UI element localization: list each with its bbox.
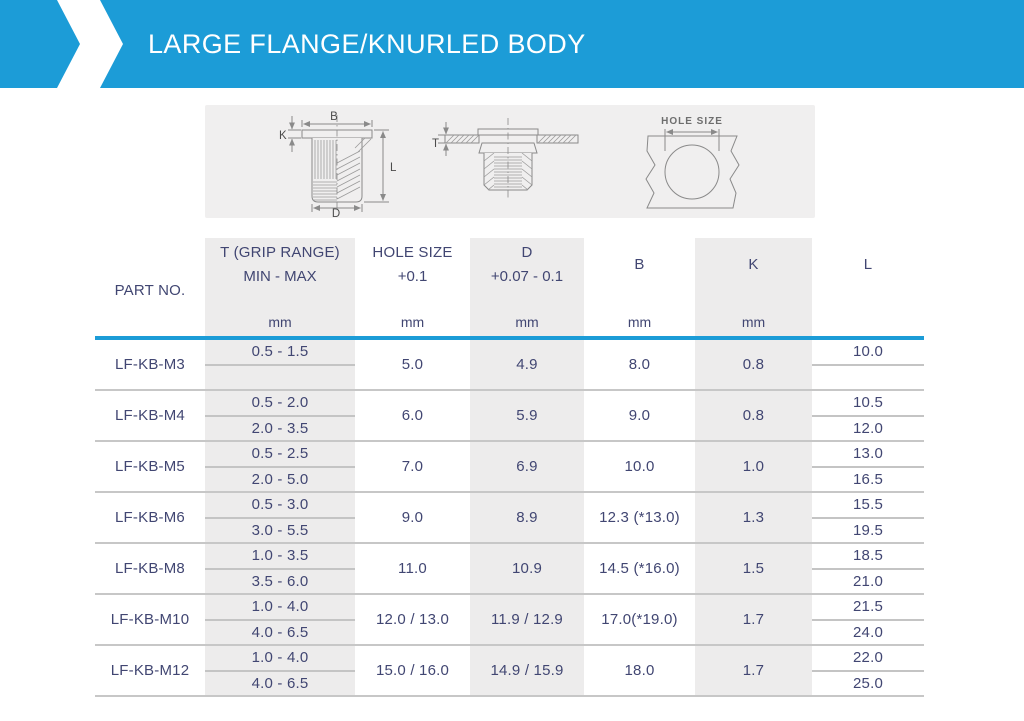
d-cell: 10.9 — [470, 544, 584, 593]
part-no-cell: LF-KB-M5 — [115, 458, 185, 475]
b-cell: 14.5 (*16.0) — [599, 560, 680, 577]
d-cell: 14.9 / 15.9 — [470, 646, 584, 695]
table-row: LF-KB-M3 0.5 - 1.5 5.0 4.9 8.0 0.8 10.0 — [95, 340, 924, 391]
k-cell: 1.5 — [695, 544, 812, 593]
hole-size-view-diagram: HOLE SIZE — [645, 116, 740, 209]
hole-size-cell: 6.0 — [401, 407, 424, 424]
title-banner: LARGE FLANGE/KNURLED BODY — [0, 0, 1024, 88]
header-b: B mm — [627, 256, 652, 330]
hole-size-label: HOLE SIZE — [661, 116, 723, 127]
grip-range-cell: 1.0 - 4.0 4.0 - 6.5 — [205, 595, 355, 644]
header-k: K mm — [695, 238, 812, 336]
dim-label-k: K — [279, 130, 287, 142]
b-cell: 10.0 — [624, 458, 655, 475]
b-cell: 17.0(*19.0) — [601, 611, 678, 628]
k-cell: 1.7 — [695, 595, 812, 644]
l-cell: 15.5 19.5 — [812, 493, 924, 542]
part-no-cell: LF-KB-M6 — [115, 509, 185, 526]
dim-label-l: L — [390, 162, 397, 174]
dim-label-d: D — [332, 208, 340, 220]
table-row: LF-KB-M6 0.5 - 3.0 3.0 - 5.5 9.0 8.9 12.… — [95, 493, 924, 544]
d-cell: 11.9 / 12.9 — [470, 595, 584, 644]
header-hole-size: HOLE SIZE +0.1 mm — [372, 244, 453, 330]
hole-size-cell: 11.0 — [398, 560, 427, 577]
k-cell: 1.0 — [695, 442, 812, 491]
l-cell: 21.5 24.0 — [812, 595, 924, 644]
rivet-nut-front-view-diagram: B K L D — [279, 111, 397, 220]
header-underline — [95, 336, 924, 340]
d-cell: 8.9 — [470, 493, 584, 542]
header-l: L — [863, 256, 873, 273]
hole-size-cell: 9.0 — [401, 509, 424, 526]
header-part-no: PART NO. — [114, 281, 186, 299]
b-cell: 12.3 (*13.0) — [599, 509, 680, 526]
spec-table: PART NO. T (GRIP RANGE) MIN - MAX mm HOL… — [95, 238, 924, 697]
d-cell: 5.9 — [470, 391, 584, 440]
table-row: LF-KB-M10 1.0 - 4.0 4.0 - 6.5 12.0 / 13.… — [95, 595, 924, 646]
l-cell: 10.0 — [812, 340, 924, 389]
hole-size-cell: 5.0 — [401, 356, 424, 373]
k-cell: 0.8 — [695, 391, 812, 440]
k-cell: 1.3 — [695, 493, 812, 542]
grip-range-cell: 1.0 - 3.5 3.5 - 6.0 — [205, 544, 355, 593]
b-cell: 18.0 — [624, 662, 655, 679]
part-no-cell: LF-KB-M4 — [115, 407, 185, 424]
part-no-cell: LF-KB-M3 — [115, 356, 185, 373]
l-cell: 22.0 25.0 — [812, 646, 924, 695]
dim-label-t: T — [432, 138, 439, 150]
header-d: D +0.07 - 0.1 mm — [470, 238, 584, 336]
table-row: LF-KB-M4 0.5 - 2.0 2.0 - 3.5 6.0 5.9 9.0… — [95, 391, 924, 442]
l-cell: 10.5 12.0 — [812, 391, 924, 440]
hole-size-cell: 7.0 — [401, 458, 424, 475]
table-row: LF-KB-M8 1.0 - 3.5 3.5 - 6.0 11.0 10.9 1… — [95, 544, 924, 595]
grip-range-cell: 0.5 - 2.0 2.0 - 3.5 — [205, 391, 355, 440]
header-grip-range: T (GRIP RANGE) MIN - MAX mm — [205, 238, 355, 336]
table-row: LF-KB-M5 0.5 - 2.5 2.0 - 5.0 7.0 6.9 10.… — [95, 442, 924, 493]
part-no-cell: LF-KB-M12 — [110, 662, 190, 679]
grip-range-cell: 0.5 - 1.5 — [205, 340, 355, 389]
chevron-icon — [57, 0, 123, 88]
table-row: LF-KB-M12 1.0 - 4.0 4.0 - 6.5 15.0 / 16.… — [95, 646, 924, 697]
l-cell: 13.0 16.5 — [812, 442, 924, 491]
grip-range-cell: 0.5 - 2.5 2.0 - 5.0 — [205, 442, 355, 491]
grip-range-cell: 1.0 - 4.0 4.0 - 6.5 — [205, 646, 355, 695]
page-title: LARGE FLANGE/KNURLED BODY — [148, 29, 586, 59]
hole-size-cell: 12.0 / 13.0 — [375, 611, 450, 628]
grip-range-cell: 0.5 - 3.0 3.0 - 5.5 — [205, 493, 355, 542]
k-cell: 1.7 — [695, 646, 812, 695]
table-header-row: PART NO. T (GRIP RANGE) MIN - MAX mm HOL… — [95, 238, 924, 336]
l-cell: 18.5 21.0 — [812, 544, 924, 593]
b-cell: 9.0 — [628, 407, 651, 424]
d-cell: 6.9 — [470, 442, 584, 491]
part-no-cell: LF-KB-M8 — [115, 560, 185, 577]
b-cell: 8.0 — [628, 356, 651, 373]
part-no-cell: LF-KB-M10 — [110, 611, 190, 628]
rivet-nut-installed-view-diagram: T — [432, 118, 579, 200]
dim-label-b: B — [330, 111, 338, 123]
d-cell: 4.9 — [470, 340, 584, 389]
hole-size-cell: 15.0 / 16.0 — [375, 662, 450, 679]
technical-diagram-panel: B K L D — [205, 105, 815, 220]
k-cell: 0.8 — [695, 340, 812, 389]
